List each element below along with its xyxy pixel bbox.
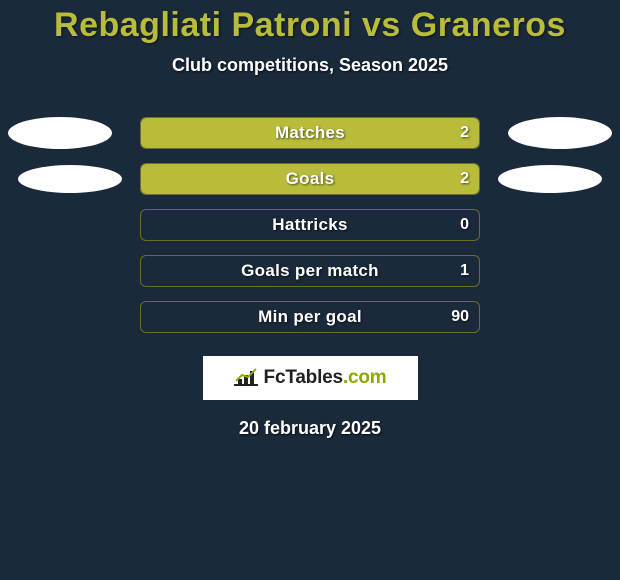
- stat-label: Matches: [141, 123, 479, 143]
- stat-bar: Min per goal90: [140, 301, 480, 333]
- player-right-marker: [508, 117, 612, 149]
- stat-row: Hattricks0: [0, 208, 620, 242]
- stats-list: Matches2Goals2Hattricks0Goals per match1…: [0, 116, 620, 334]
- stat-label: Hattricks: [141, 215, 479, 235]
- page-subtitle: Club competitions, Season 2025: [0, 55, 620, 76]
- stat-bar: Goals2: [140, 163, 480, 195]
- stat-bar: Goals per match1: [140, 255, 480, 287]
- stat-value: 2: [460, 124, 469, 142]
- stat-row: Goals per match1: [0, 254, 620, 288]
- widget-root: Rebagliati Patroni vs Graneros Club comp…: [0, 0, 620, 580]
- player-left-marker: [8, 117, 112, 149]
- stat-row: Min per goal90: [0, 300, 620, 334]
- player-left-marker: [18, 165, 122, 193]
- stat-label: Min per goal: [141, 307, 479, 327]
- brand-name: FcTables: [264, 367, 343, 388]
- brand-logo: FcTables.com: [234, 367, 387, 389]
- stat-value: 0: [460, 216, 469, 234]
- stat-value: 90: [451, 308, 469, 326]
- stat-bar: Matches2: [140, 117, 480, 149]
- brand-suffix: .com: [343, 367, 387, 388]
- brand-text: FcTables.com: [264, 367, 387, 389]
- player-right-marker: [498, 165, 602, 193]
- footer-date: 20 february 2025: [0, 418, 620, 439]
- stat-value: 2: [460, 170, 469, 188]
- stat-value: 1: [460, 262, 469, 280]
- brand-logo-box[interactable]: FcTables.com: [203, 356, 418, 400]
- chart-icon: [234, 367, 260, 389]
- stat-row: Goals2: [0, 162, 620, 196]
- stat-label: Goals per match: [141, 261, 479, 281]
- page-title: Rebagliati Patroni vs Graneros: [0, 6, 620, 45]
- stat-bar: Hattricks0: [140, 209, 480, 241]
- stat-label: Goals: [141, 169, 479, 189]
- stat-row: Matches2: [0, 116, 620, 150]
